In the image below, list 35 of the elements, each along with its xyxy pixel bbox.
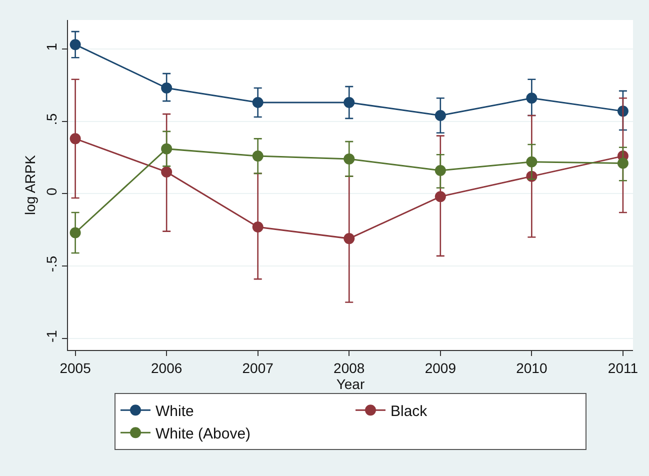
y-tick-label: 1 <box>43 42 60 51</box>
point <box>434 191 446 202</box>
x-tick-label: 2009 <box>424 360 456 376</box>
point <box>344 233 355 244</box>
point <box>344 97 355 108</box>
point <box>434 110 446 122</box>
point <box>617 158 628 169</box>
x-tick-label: 2008 <box>334 360 365 376</box>
point <box>70 227 81 238</box>
y-tick-label: -1 <box>43 330 60 343</box>
point <box>70 133 81 144</box>
point <box>161 143 172 154</box>
point <box>252 150 264 162</box>
point <box>161 166 172 178</box>
point <box>161 82 172 94</box>
legend-label: White (Above) <box>156 426 251 442</box>
point <box>252 221 264 232</box>
y-axis-title: log ARPK <box>22 154 38 215</box>
y-tick-label: 0 <box>43 187 60 196</box>
x-tick-label: 2007 <box>242 360 274 376</box>
point <box>344 153 355 164</box>
x-axis-title: Year <box>336 376 365 392</box>
point <box>70 39 81 50</box>
x-tick-label: 2010 <box>516 360 548 376</box>
y-tick-label: .5 <box>43 113 60 126</box>
legend-label: Black <box>390 403 428 420</box>
point <box>526 92 538 104</box>
y-tick-label: -.5 <box>43 256 60 272</box>
x-tick-label: 2006 <box>151 360 182 376</box>
x-tick-label: 2005 <box>60 360 92 376</box>
point <box>434 165 446 176</box>
point <box>252 97 264 108</box>
point <box>526 156 538 168</box>
legend-label: White <box>156 403 194 420</box>
x-tick-label: 2011 <box>608 360 638 376</box>
